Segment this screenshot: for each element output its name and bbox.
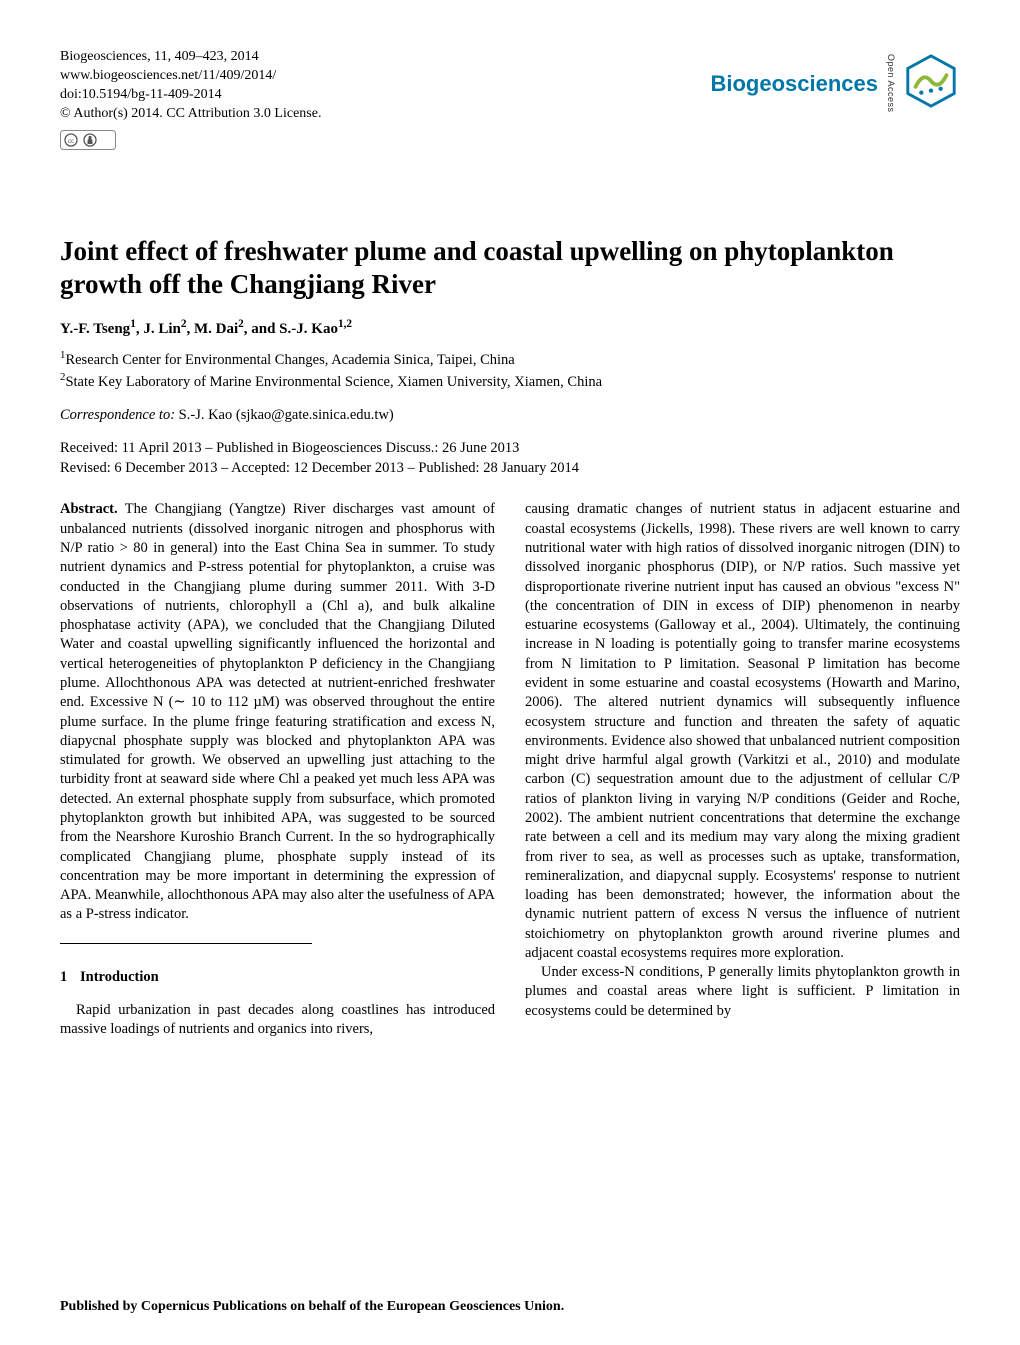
- section-title: Introduction: [80, 969, 159, 985]
- abstract-separator: [60, 943, 312, 944]
- abstract-paragraph: Abstract. The Changjiang (Yangtze) River…: [60, 500, 495, 924]
- affiliation-2: 2State Key Laboratory of Marine Environm…: [60, 370, 960, 392]
- cc-license-badge: cc: [60, 130, 321, 155]
- publication-dates: Received: 11 April 2013 – Published in B…: [60, 438, 960, 479]
- svg-text:cc: cc: [68, 139, 74, 145]
- affiliation-1: 1Research Center for Environmental Chang…: [60, 348, 960, 370]
- citation-copyright: © Author(s) 2014. CC Attribution 3.0 Lic…: [60, 105, 321, 124]
- dates-line-1: Received: 11 April 2013 – Published in B…: [60, 438, 960, 458]
- affiliations: 1Research Center for Environmental Chang…: [60, 348, 960, 393]
- section-heading-introduction: 1Introduction: [60, 968, 495, 987]
- left-column: Abstract. The Changjiang (Yangtze) River…: [60, 500, 495, 1039]
- article-title: Joint effect of freshwater plume and coa…: [60, 235, 960, 303]
- intro-paragraph-right-2: Under excess-N conditions, P generally l…: [525, 963, 960, 1021]
- correspondence-text: S.-J. Kao (sjkao@gate.sinica.edu.tw): [175, 407, 394, 423]
- journal-hex-icon: [902, 52, 960, 115]
- affiliation-1-text: Research Center for Environmental Change…: [65, 352, 514, 368]
- journal-logo: Biogeosciences Open Access: [710, 52, 960, 115]
- correspondence-label: Correspondence to:: [60, 407, 175, 423]
- body-columns: Abstract. The Changjiang (Yangtze) River…: [60, 500, 960, 1039]
- section-number: 1: [60, 968, 80, 987]
- affiliation-2-text: State Key Laboratory of Marine Environme…: [65, 374, 602, 390]
- citation-journal-line: Biogeosciences, 11, 409–423, 2014: [60, 48, 321, 67]
- abstract-label: Abstract.: [60, 501, 118, 517]
- citation-doi: doi:10.5194/bg-11-409-2014: [60, 86, 321, 105]
- citation-block: Biogeosciences, 11, 409–423, 2014 www.bi…: [60, 48, 321, 155]
- right-column: causing dramatic changes of nutrient sta…: [525, 500, 960, 1039]
- intro-paragraph-left: Rapid urbanization in past decades along…: [60, 1001, 495, 1040]
- open-access-label: Open Access: [886, 54, 896, 113]
- dates-line-2: Revised: 6 December 2013 – Accepted: 12 …: [60, 458, 960, 478]
- intro-paragraph-right-1: causing dramatic changes of nutrient sta…: [525, 500, 960, 963]
- author-list: Y.-F. Tseng1, J. Lin2, M. Dai2, and S.-J…: [60, 318, 960, 338]
- abstract-text: The Changjiang (Yangtze) River discharge…: [60, 501, 495, 922]
- page-header: Biogeosciences, 11, 409–423, 2014 www.bi…: [60, 48, 960, 155]
- citation-url: www.biogeosciences.net/11/409/2014/: [60, 67, 321, 86]
- page-footer: Published by Copernicus Publications on …: [60, 1299, 960, 1315]
- correspondence: Correspondence to: S.-J. Kao (sjkao@gate…: [60, 407, 960, 424]
- journal-name: Biogeosciences: [710, 71, 878, 97]
